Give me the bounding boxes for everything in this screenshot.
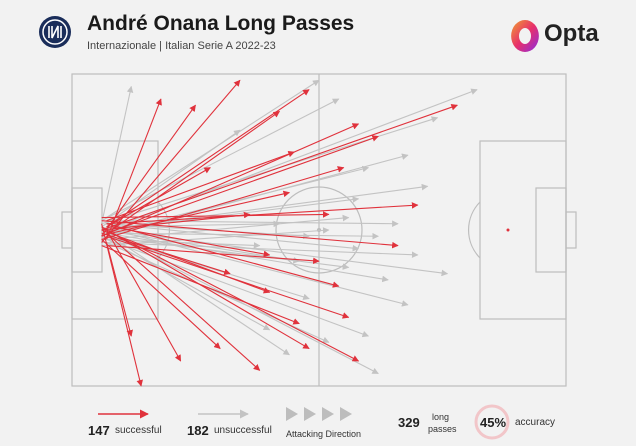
legend-successful-count: 147 [88,423,110,438]
successful-pass-18 [106,242,133,337]
successful-pass-27 [106,223,340,288]
legend-successful-arrow [98,409,149,419]
successful-pass-29 [106,229,360,362]
successful-pass-15 [101,238,221,350]
right-penalty-box [479,140,567,320]
unsuccessful-pass-23 [101,85,134,224]
legend-unsuccessful-label: unsuccessful [214,425,272,436]
center-circle [275,186,363,274]
successful-pass-5 [101,166,345,240]
right-six-yard-box [535,187,567,273]
unsuccessful-passes [101,79,478,375]
pitch-lines [61,73,577,387]
successful-pass-14 [106,232,261,371]
unsuccessful-pass-19 [101,98,340,222]
successful-pass-8 [111,110,281,231]
legend-successful-label: successful [115,425,162,436]
legend: 147 successful 182 unsuccessful Attackin… [0,400,636,446]
accuracy-value: 45% [480,415,507,430]
inter-club-logo [39,16,71,48]
successful-pass-24 [106,98,162,240]
legend-unsuccessful-arrow [198,409,249,419]
opta-brand: Opta [510,16,620,56]
successful-pass-23 [101,104,196,237]
unsuccessful-pass-26 [106,214,350,240]
unsuccessful-pass-7 [101,226,409,307]
unsuccessful-pass-24 [106,165,370,234]
legend-unsuccessful-count: 182 [187,423,209,438]
successful-pass-1 [101,104,458,231]
unsuccessful-pass-25 [101,129,241,228]
pass-map [61,73,577,387]
unsuccessful-pass-20 [106,235,310,301]
successful-pass-3 [101,123,360,237]
unsuccessful-pass-21 [101,229,290,356]
right-penalty-arc [467,201,481,259]
successful-pass-13 [101,226,310,350]
successful-pass-12 [106,235,350,319]
legend-total-count: 329 [398,415,420,430]
header: André Onana Long Passes Internazionale |… [0,0,636,70]
unsuccessful-pass-11 [101,227,330,247]
right-penalty-spot [506,228,510,232]
opta-logo-icon [511,20,539,52]
accuracy-ring [474,404,510,440]
attacking-direction-icon [286,407,352,421]
opta-brand-text: Opta [544,20,599,47]
successful-pass-9 [101,211,330,219]
left-goal [61,211,73,249]
accuracy-label: accuracy [515,417,556,428]
successful-pass-26 [101,232,231,276]
unsuccessful-pass-6 [106,232,389,283]
unsuccessful-pass-5 [101,241,419,259]
legend-total-label-2: passes [428,424,457,434]
page-subtitle: Internazionale | Italian Serie A 2022-23 [87,40,276,52]
unsuccessful-pass-29 [101,235,271,331]
successful-pass-21 [101,211,251,231]
attacking-direction-label: Attacking Direction [286,429,362,439]
successful-pass-7 [101,79,241,243]
successful-pass-4 [106,202,419,225]
unsuccessful-pass-18 [106,229,449,277]
page-title: André Onana Long Passes [87,12,355,35]
successful-pass-20 [111,190,291,234]
successful-passes [101,79,458,387]
successful-pass-25 [111,226,271,258]
left-six-yard-box [71,187,103,273]
legend-total-label-1: long [432,412,450,422]
unsuccessful-pass-28 [106,223,360,252]
right-goal [565,211,577,249]
successful-pass-28 [101,245,300,325]
successful-pass-22 [106,167,211,228]
